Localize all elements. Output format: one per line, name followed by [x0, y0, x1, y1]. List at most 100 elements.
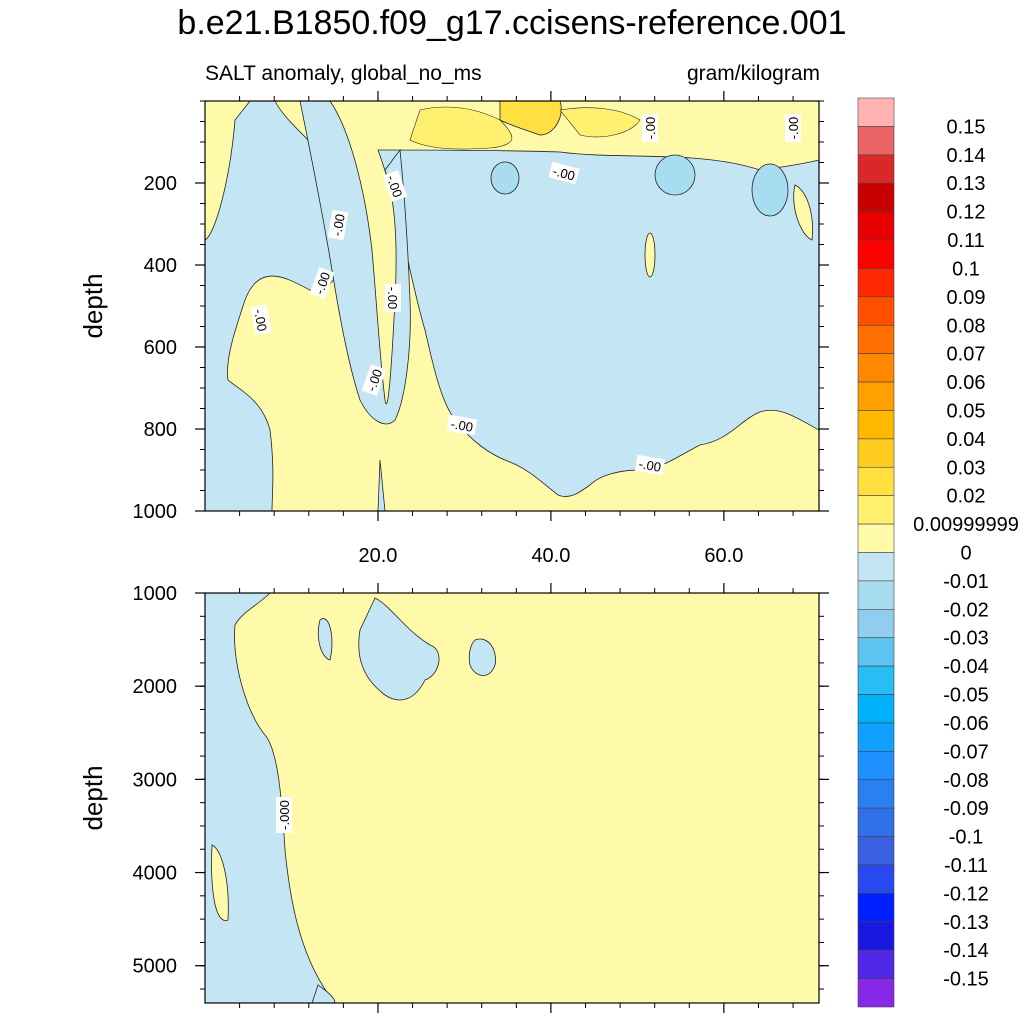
colorbar-label: 0.15: [947, 116, 986, 138]
colorbar-label: 0.08: [947, 315, 986, 337]
contour-label-bg: [548, 161, 580, 185]
lower-inner-yellow: [211, 844, 229, 921]
upper-blob-d: [644, 232, 656, 278]
contour-label: -.00: [638, 456, 663, 475]
contour-label-bg: [446, 414, 478, 436]
colorbar-label: 0.1: [952, 258, 980, 280]
colorbar-label: -0.01: [943, 571, 989, 593]
y-tick-label: 3000: [133, 769, 178, 791]
colorbar-swatch: [857, 751, 895, 781]
colorbar-label: -0.02: [943, 599, 989, 621]
colorbar-swatch: [857, 466, 895, 496]
colorbar-label: 0.13: [947, 173, 986, 195]
colorbar-label: 0.11: [947, 230, 984, 252]
upper-blob-b: [654, 154, 696, 196]
colorbar-label: 0.14: [947, 145, 986, 167]
colorbar-swatch: [857, 949, 895, 979]
upper-top-band3: [559, 107, 641, 138]
colorbar-label: 0: [960, 543, 971, 565]
units-subtitle: gram/kilogram: [686, 62, 820, 85]
colorbar-swatch: [857, 694, 895, 724]
upper-blob-c: [751, 163, 789, 217]
variable-subtitle: SALT anomaly, global_no_ms: [205, 62, 482, 85]
colorbar-swatch: [857, 381, 895, 411]
upper-top-band2: [409, 106, 513, 150]
colorbar: 0.15 0.14 0.13 0.12 0.11 0.1 0.09 0.08 0.07 0.06 0…: [857, 97, 1019, 1008]
colorbar-label: -0.12: [943, 883, 989, 905]
colorbar-swatch: [857, 665, 895, 695]
colorbar-swatch: [857, 580, 895, 610]
x-tick-label: 60.0: [704, 545, 743, 567]
lower-contour-labels: -.000: [276, 797, 292, 833]
colorbar-swatch: [857, 779, 895, 809]
contour-label: -.00: [329, 213, 348, 238]
colorbar-swatch: [857, 523, 895, 553]
contour-label: -.00: [364, 367, 386, 393]
contour-label: -.00: [450, 416, 475, 435]
lower-blob-a: [317, 618, 333, 661]
colorbar-swatch: [857, 836, 895, 866]
contour-label: -.00: [551, 163, 577, 183]
colorbar-swatch: [857, 552, 895, 582]
colorbar-label: -0.15: [943, 969, 989, 991]
contour-label: -.000: [277, 800, 292, 830]
contour-label-bg: [634, 454, 666, 476]
contour-label-bg: [327, 209, 349, 241]
colorbar-label: 0.04: [947, 429, 986, 451]
colorbar-swatch: [857, 97, 895, 127]
upper-contour-labels: -.00 -.00 -.00 -.00 -.00 -.00 -.00 -.00 …: [250, 114, 801, 476]
lower-blob-c: [468, 638, 496, 676]
contour-label-bg: [250, 304, 272, 336]
colorbar-label: 0.06: [947, 372, 986, 394]
y-tick-label: 1000: [133, 501, 178, 523]
contour-label-bg: [276, 797, 292, 833]
axes-layer: 200 400 600 800 1000 1000 2000 3000 4000 5000 20.0…: [133, 91, 829, 1013]
colorbar-swatch: [857, 296, 895, 326]
contour-label: -.00: [643, 117, 658, 139]
colorbar-label: -0.13: [943, 912, 989, 934]
colorbar-swatch: [857, 921, 895, 951]
colorbar-label: -0.09: [943, 798, 989, 820]
x-tick-label: 20.0: [358, 545, 397, 567]
lower-panel: -.000: [204, 592, 820, 1004]
colorbar-label: 0.00999999: [913, 514, 1019, 536]
upper-blob-a: [490, 161, 520, 195]
contour-label-bg: [385, 284, 401, 312]
lower-frame: [204, 592, 820, 1004]
colorbar-swatch: [857, 239, 895, 269]
lower-ylabel: depth: [78, 765, 108, 830]
colorbar-label: 0.09: [947, 287, 986, 309]
contour-label: -.00: [312, 270, 334, 296]
contour-label: -.00: [251, 308, 270, 333]
colorbar-swatch: [857, 268, 895, 298]
colorbar-label: 0.05: [947, 400, 986, 422]
lower-background-positive: [205, 593, 819, 1003]
contour-label-bg: [642, 114, 658, 142]
contour-label-bg: [785, 114, 801, 142]
y-tick-label: 200: [144, 173, 177, 195]
colorbar-swatch: [857, 438, 895, 468]
y-tick-label: 600: [144, 337, 177, 359]
y-tick-label: 4000: [133, 863, 178, 885]
colorbar-swatch: [857, 807, 895, 837]
contour-label: -.00: [385, 287, 400, 309]
upper-panel: -.00 -.00 -.00 -.00 -.00 -.00 -.00 -.00 …: [204, 100, 820, 512]
upper-blob-e: [793, 184, 813, 241]
colorbar-swatch: [857, 893, 895, 923]
colorbar-label: 0.12: [947, 202, 986, 224]
upper-ylabel: depth: [78, 273, 108, 338]
colorbar-swatch: [857, 722, 895, 752]
colorbar-label: -0.11: [944, 855, 988, 877]
chart-title: b.e21.B1850.f09_g17.ccisens-reference.00…: [177, 4, 847, 42]
colorbar-swatch: [857, 495, 895, 525]
y-tick-label: 5000: [133, 956, 178, 978]
contour-label-bg: [382, 170, 408, 202]
colorbar-swatch: [857, 324, 895, 354]
colorbar-swatch: [857, 637, 895, 667]
contour-label: -.00: [384, 173, 406, 199]
colorbar-label: -0.08: [943, 770, 989, 792]
lower-left-region: [204, 592, 336, 1004]
y-tick-label: 400: [144, 255, 177, 277]
colorbar-label: -0.03: [943, 628, 989, 650]
